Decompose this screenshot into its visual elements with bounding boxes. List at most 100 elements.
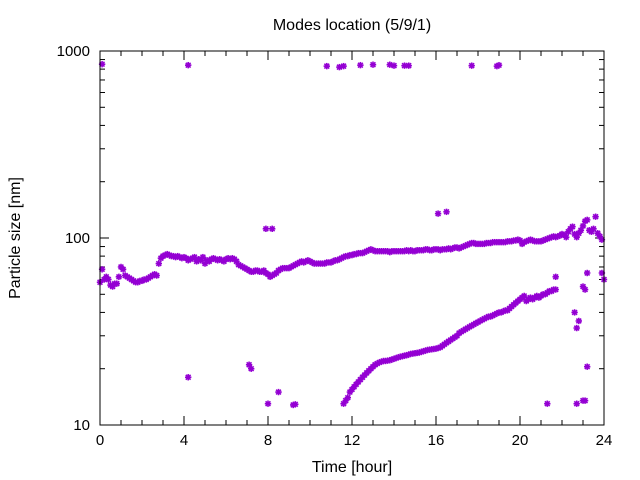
data-point-stroke [323,63,330,70]
data-point [390,62,398,69]
data-point-stroke [275,389,282,396]
data-point-stroke [544,400,551,407]
data-point-stroke [575,318,582,324]
data-point [264,400,272,407]
x-tick-label: 4 [180,432,188,449]
data-point [468,62,475,69]
data-point [369,61,377,68]
data-point-stroke [582,286,589,293]
data-point-stroke [105,276,112,283]
data-point-stroke [113,280,120,287]
data-point-stroke [592,213,599,220]
data-point [323,62,330,70]
data-point [571,309,578,316]
data-point [584,363,591,370]
data-point-stroke [552,286,559,293]
data-point-stroke [370,61,376,68]
data-point [340,62,347,70]
data-point [569,223,576,230]
data-point-stroke [265,400,271,407]
data-point-stroke [580,283,586,290]
data-point [443,208,450,216]
data-point [544,400,551,407]
data-point-stroke [571,309,578,316]
data-point-stroke [569,223,576,230]
axis-ticks: 0 4 8 12 16 20 24 10 100 1000 [57,43,613,449]
x-tick-label: 8 [264,432,272,449]
data-point-stroke [357,62,364,69]
data-point-stroke [582,397,589,404]
y-axis-label: Particle size [nm] [7,177,24,299]
data-point [105,276,112,283]
data-point-stroke [573,325,580,332]
data-point [552,273,559,281]
data-point-stroke [584,270,591,276]
data-point-stroke [340,63,347,70]
data-point-stroke [155,260,162,267]
x-tick-label: 0 [96,432,104,449]
data-point-stroke [199,254,206,261]
data-point [185,61,192,69]
y-tick-label: 100 [65,230,90,247]
data-point [405,62,412,69]
data-point-stroke [435,210,442,217]
data-point-stroke [563,234,570,241]
data-point-stroke [584,216,591,223]
data-point [155,260,162,267]
data-point [590,225,597,232]
data-point-stroke [246,361,253,368]
data-point-stroke [496,62,502,69]
data-point [153,272,160,279]
x-tick-label: 24 [596,432,613,449]
plot-frame [99,50,605,426]
data-point [495,61,503,69]
x-tick-label: 16 [428,432,445,449]
x-axis-label: Time [hour] [312,459,392,476]
data-point [199,253,207,261]
data-point-stroke [185,374,192,381]
data-point [115,273,123,281]
data-point [292,401,299,408]
data-point [584,216,591,224]
data-point-stroke [386,61,393,68]
data-point-stroke [521,292,528,299]
data-point [262,225,270,232]
data-point-stroke [292,401,299,408]
data-point [563,233,570,241]
data-point-stroke [573,400,580,407]
data-point-stroke [262,225,269,232]
data-point-stroke [552,273,559,280]
y-tick-label: 1000 [57,43,90,60]
data-point [113,280,120,287]
data-point-stroke [344,394,351,401]
data-point-stroke [590,225,597,232]
data-point-stroke [594,230,601,237]
data-points [96,60,608,409]
data-point [269,225,276,232]
data-point-stroke [248,365,255,372]
data-point-stroke [584,363,591,370]
data-point [581,286,589,293]
data-point-stroke [596,233,603,240]
data-point-stroke [468,62,475,69]
data-point-stroke [269,225,276,232]
data-point [592,213,599,220]
data-point-stroke [571,231,578,238]
data-point [552,286,559,293]
data-point [434,210,442,217]
data-point [573,400,580,407]
data-point-stroke [517,237,523,244]
data-point-stroke [405,62,412,69]
data-point [185,374,192,381]
data-point [344,394,351,401]
data-point-stroke [153,272,160,279]
data-point-stroke [120,266,127,273]
data-point [119,266,127,273]
x-tick-label: 20 [512,432,529,449]
data-point-stroke [443,208,450,215]
data-point [573,324,580,332]
y-tick-label: 10 [73,417,90,434]
data-point-stroke [191,254,198,261]
data-point [584,269,591,277]
